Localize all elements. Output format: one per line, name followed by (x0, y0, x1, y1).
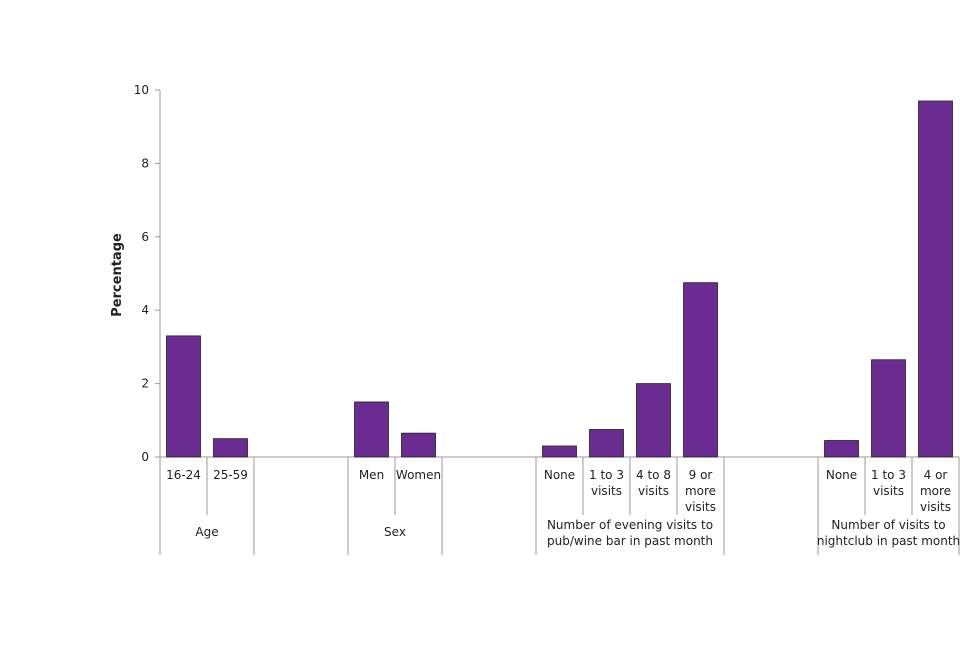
bar (542, 445, 577, 458)
category-labels: 16-24 25-59 Age Men Women Sex None 1 to 3 visits… (166, 468, 960, 548)
x-category-label: 1 to 3 (871, 468, 906, 482)
bar (166, 335, 201, 458)
bar (213, 438, 248, 458)
axes: 0 2 4 6 8 10 (134, 83, 960, 555)
x-category-label: more (685, 484, 716, 498)
x-category-label: 4 or (924, 468, 948, 482)
x-category-label: 1 to 3 (589, 468, 624, 482)
x-category-label: Men (359, 468, 384, 482)
x-category-label: 25-59 (213, 468, 248, 482)
x-category-label: visits (591, 484, 622, 498)
x-category-label: Women (396, 468, 441, 482)
x-category-label: more (920, 484, 951, 498)
x-category-label: visits (873, 484, 904, 498)
bar (824, 440, 859, 458)
y-axis-label: Percentage (110, 233, 125, 317)
x-group-label: Age (195, 525, 218, 539)
bar (354, 401, 389, 458)
x-category-label: 16-24 (166, 468, 201, 482)
x-category-label: visits (920, 500, 951, 514)
x-group-label: Sex (384, 525, 406, 539)
y-tick-label: 0 (141, 450, 149, 464)
y-tick-label: 10 (134, 83, 149, 97)
y-tick-label: 2 (141, 377, 149, 391)
y-tick-label: 4 (141, 303, 149, 317)
x-category-label: visits (638, 484, 669, 498)
y-tick-label: 8 (141, 156, 149, 170)
x-category-label: 4 to 8 (636, 468, 671, 482)
bars (166, 100, 953, 458)
bar (871, 359, 906, 458)
x-group-label: nightclub in past month (817, 534, 960, 548)
x-category-label: visits (685, 500, 716, 514)
bar (636, 383, 671, 458)
bar (401, 432, 436, 458)
x-category-label: None (826, 468, 857, 482)
bar (683, 282, 718, 458)
x-group-label: pub/wine bar in past month (547, 534, 713, 548)
bar (918, 100, 953, 458)
x-group-label: Number of evening visits to (547, 518, 713, 532)
y-tick-label: 6 (141, 230, 149, 244)
bar (589, 429, 624, 458)
x-category-label: None (544, 468, 575, 482)
x-category-label: 9 or (689, 468, 713, 482)
x-group-label: Number of visits to (831, 518, 945, 532)
